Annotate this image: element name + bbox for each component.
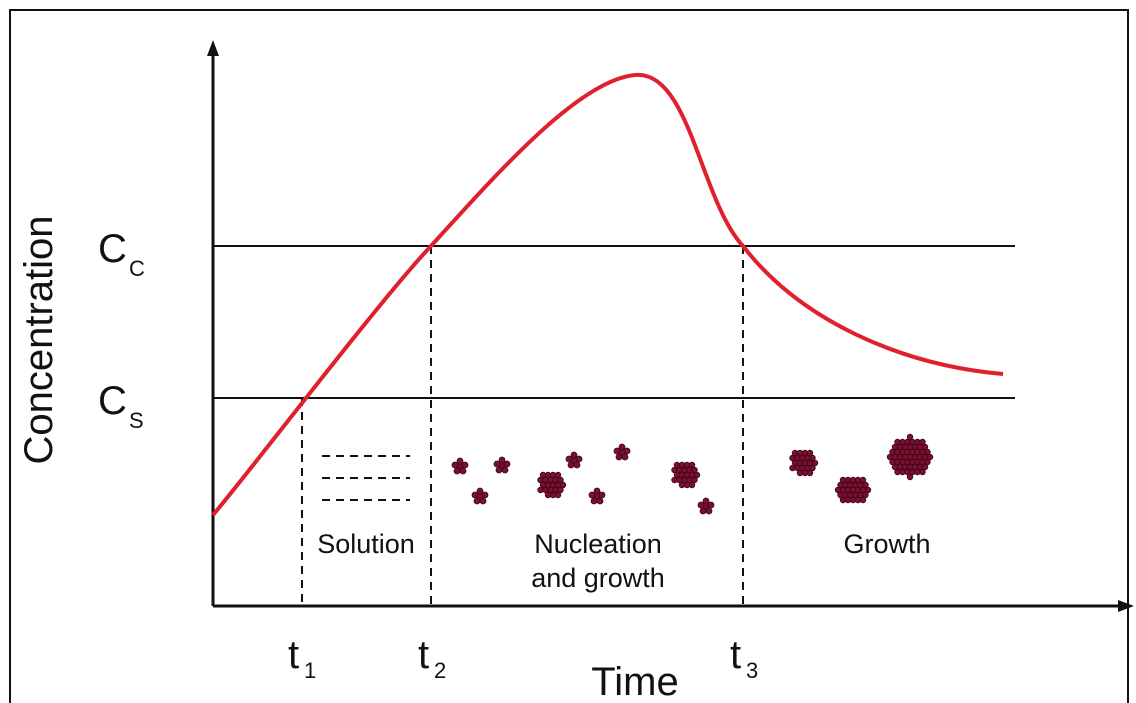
- particle-dot: [557, 476, 564, 484]
- particle-dot: [691, 476, 698, 484]
- particle-dot: [593, 487, 601, 495]
- particle-dot: [554, 491, 562, 499]
- particle-dot: [476, 487, 484, 495]
- particle-dot: [806, 469, 814, 477]
- particle-dot: [554, 471, 562, 479]
- time-label: t: [288, 633, 299, 677]
- particle-dot: [453, 467, 461, 475]
- particle-dot: [859, 476, 867, 484]
- particle-dot: [921, 443, 929, 451]
- particle-dot: [503, 460, 511, 468]
- particle-dot: [919, 468, 926, 476]
- level-label: C: [98, 379, 127, 423]
- region-label: and growth: [531, 563, 665, 593]
- particle-dot: [924, 458, 931, 466]
- particle-dot: [693, 471, 701, 479]
- particle-dot: [451, 461, 459, 469]
- particle-dot: [809, 454, 816, 462]
- particle-dot: [570, 451, 578, 459]
- particle-dot: [479, 497, 487, 505]
- particle-dot: [926, 453, 934, 461]
- particle-dot: [456, 457, 464, 465]
- time-label: t: [730, 633, 741, 677]
- particle-dot: [919, 438, 926, 446]
- particle-dot: [864, 486, 872, 494]
- particle-dot: [906, 473, 914, 481]
- region-label: Nucleation: [534, 529, 662, 559]
- particle-dot: [702, 497, 710, 505]
- particle-dot: [809, 464, 816, 472]
- particle-dot: [615, 453, 623, 461]
- particle-dot: [493, 460, 501, 468]
- level-label: C: [98, 227, 127, 271]
- particle-dot: [707, 501, 715, 509]
- particle-dot: [596, 497, 604, 505]
- particle-dot: [590, 497, 598, 505]
- x-axis-label: Time: [591, 660, 678, 703]
- particles: [451, 433, 934, 515]
- frame: [9, 9, 1129, 703]
- particle-dot: [811, 459, 819, 467]
- particle-dot: [623, 447, 631, 455]
- particle-dot: [598, 491, 606, 499]
- particle-dot: [495, 466, 503, 474]
- particle-dot: [699, 507, 707, 515]
- particle-dot: [688, 461, 696, 469]
- y-axis-label: Concentration: [17, 215, 61, 464]
- particle-dot: [557, 486, 564, 494]
- particle-dot: [461, 461, 469, 469]
- particle-dot: [806, 449, 814, 457]
- time-sub: 2: [434, 658, 446, 683]
- time-sub: 1: [304, 658, 316, 683]
- particle-dot: [559, 481, 567, 489]
- particle-dot: [688, 481, 696, 489]
- particle-dot: [618, 443, 626, 451]
- particle-dot: [575, 455, 583, 463]
- particle-dot: [697, 501, 705, 509]
- particle-dot: [498, 456, 506, 464]
- particle-dot: [573, 461, 581, 469]
- x-arrow: [1118, 600, 1134, 612]
- particle-dot: [705, 507, 713, 515]
- region-label: Solution: [317, 529, 415, 559]
- particle-dot: [501, 466, 509, 474]
- concentration-curve: [211, 72, 1004, 517]
- particle-dot: [613, 447, 621, 455]
- particle-dot: [471, 491, 479, 499]
- time-sub: 3: [746, 658, 758, 683]
- particle-dot: [862, 481, 869, 489]
- particle-dot: [924, 448, 931, 456]
- region-label: Growth: [843, 529, 930, 559]
- particle-dot: [565, 455, 573, 463]
- particle-dot: [621, 453, 629, 461]
- particle-dot: [921, 463, 929, 471]
- particle-dot: [588, 491, 596, 499]
- y-arrow: [207, 40, 219, 56]
- particle-dot: [906, 433, 914, 441]
- time-label: t: [418, 633, 429, 677]
- particle-dot: [459, 467, 467, 475]
- particle-dot: [691, 466, 698, 474]
- particle-dot: [859, 496, 867, 504]
- level-sub: C: [129, 256, 145, 281]
- particle-dot: [862, 491, 869, 499]
- particle-dot: [567, 461, 575, 469]
- particle-dot: [473, 497, 481, 505]
- particle-dot: [481, 491, 489, 499]
- level-sub: S: [129, 408, 144, 433]
